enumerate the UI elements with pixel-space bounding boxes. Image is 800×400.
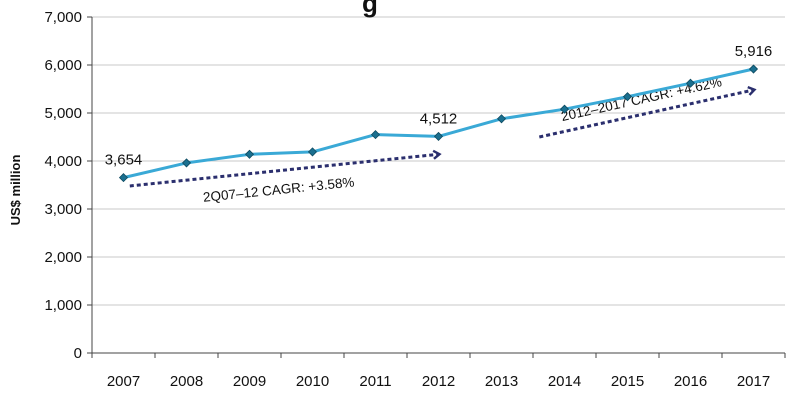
cagr-annotations: 2Q07–12 CAGR: +3.58%2012–2017 CAGR: +4.6… bbox=[129, 74, 757, 205]
data-point-2012 bbox=[433, 131, 444, 141]
chart-title-fragment: g bbox=[362, 0, 378, 18]
x-tick-label-2016: 2016 bbox=[674, 373, 707, 390]
data-point-2016 bbox=[685, 78, 696, 88]
x-tick-label-2014: 2014 bbox=[548, 373, 581, 390]
data-label-2007: 3,654 bbox=[105, 152, 143, 169]
x-tick-label-2009: 2009 bbox=[233, 373, 266, 390]
x-tick-label-2015: 2015 bbox=[611, 373, 644, 390]
y-tick-label: 3,000 bbox=[44, 201, 82, 218]
data-point-2009 bbox=[244, 149, 255, 159]
data-point-2013 bbox=[496, 114, 507, 124]
x-tick-label-2011: 2011 bbox=[359, 373, 391, 390]
y-tick-label: 4,000 bbox=[44, 153, 82, 170]
y-tick-label: 1,000 bbox=[44, 297, 82, 314]
x-tick-label-2012: 2012 bbox=[422, 373, 455, 390]
data-point-2010 bbox=[307, 147, 318, 157]
x-tick-label-2008: 2008 bbox=[170, 373, 203, 390]
x-tick-label-2007: 2007 bbox=[107, 373, 140, 390]
y-tick-labels: 0 1,000 2,000 3,000 4,000 5,000 6,000 7,000 bbox=[44, 9, 82, 362]
cagr-label-1: 2Q07–12 CAGR: +3.58% bbox=[202, 174, 355, 204]
data-point-2014 bbox=[559, 104, 570, 114]
data-label-2017: 5,916 bbox=[735, 43, 773, 60]
data-point-2008 bbox=[181, 158, 192, 168]
data-point-2007 bbox=[118, 173, 129, 183]
y-tick-label: 2,000 bbox=[44, 249, 82, 266]
cagr-arrow-2 bbox=[538, 86, 757, 139]
y-tick-label: 0 bbox=[74, 345, 82, 362]
x-tick-label-2013: 2013 bbox=[485, 373, 518, 390]
y-tick-label: 6,000 bbox=[44, 57, 82, 74]
x-tick-label-2010: 2010 bbox=[296, 373, 329, 390]
x-tick-labels: 2007 2008 2009 2010 2011 2012 2013 2014 2015 2016… bbox=[107, 373, 770, 390]
y-tick-label: 5,000 bbox=[44, 105, 82, 122]
y-axis-label: US$ million bbox=[8, 155, 23, 226]
cagr-arrow-1 bbox=[129, 149, 442, 188]
data-point-2015 bbox=[622, 92, 633, 102]
data-labels: 3,654 4,512 5,916 bbox=[105, 43, 773, 169]
x-tick-label-2017: 2017 bbox=[737, 373, 770, 390]
y-tick-label: 7,000 bbox=[44, 9, 82, 26]
data-label-2012: 4,512 bbox=[420, 110, 458, 127]
data-point-2017 bbox=[748, 64, 759, 74]
series-market-size bbox=[118, 64, 759, 183]
data-point-2011 bbox=[370, 130, 381, 140]
axes bbox=[87, 16, 786, 358]
